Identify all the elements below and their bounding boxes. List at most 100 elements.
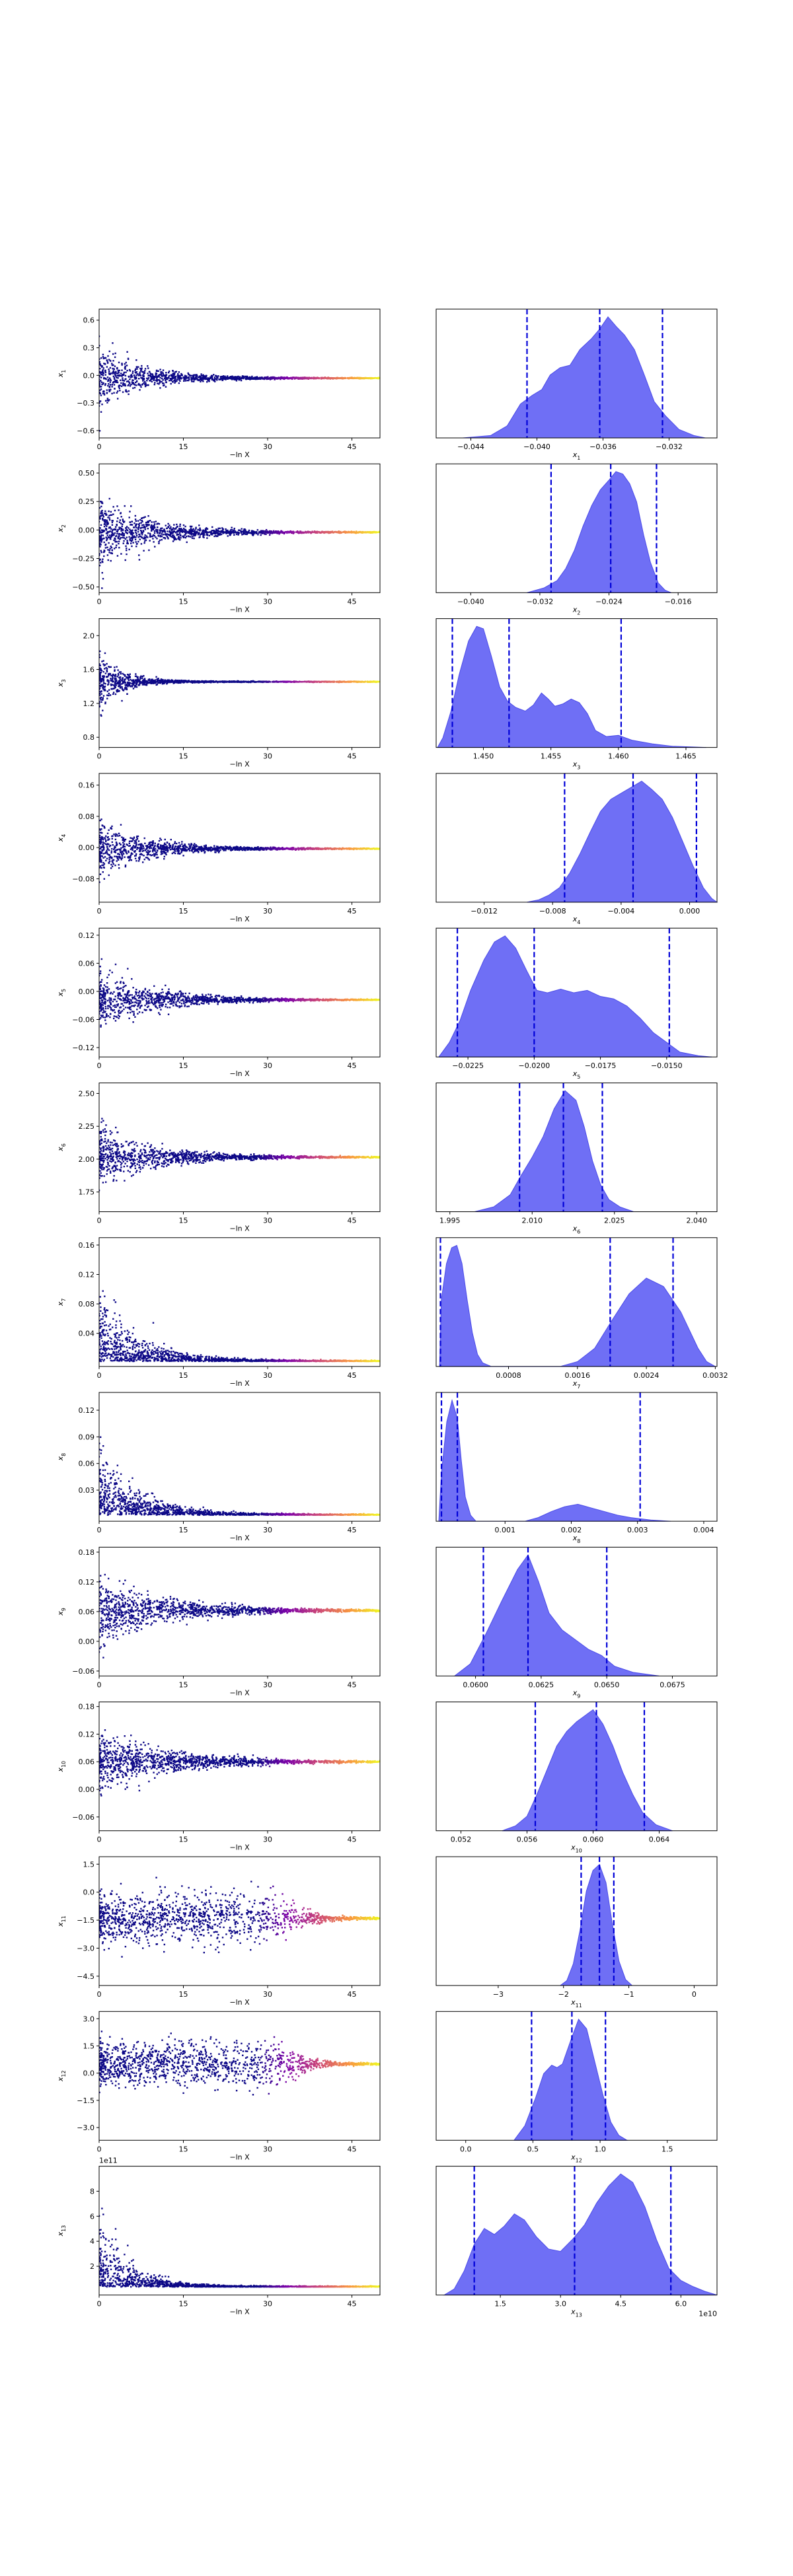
trace-point [235, 681, 238, 683]
trace-point [99, 682, 101, 684]
trace-point [111, 531, 113, 534]
trace-point [161, 851, 163, 853]
trace-point [110, 536, 112, 538]
trace-point [133, 679, 135, 681]
x-tick-label: 1.465 [675, 752, 697, 761]
trace-point [150, 854, 153, 857]
trace-point [287, 530, 289, 533]
trace-point [236, 378, 239, 380]
trace-point [170, 382, 172, 385]
trace-point [161, 845, 164, 847]
trace-point [99, 361, 101, 363]
trace-point [373, 680, 375, 683]
trace-point [146, 851, 149, 854]
trace-point [99, 857, 101, 859]
trace-point [192, 851, 194, 853]
trace-point [154, 382, 156, 384]
trace-point [115, 841, 118, 843]
trace-point [116, 523, 118, 526]
trace-point [224, 681, 226, 683]
trace-point [120, 851, 122, 853]
trace-point [215, 378, 217, 380]
trace-point [271, 532, 274, 534]
trace-point [117, 372, 119, 375]
trace-point [324, 680, 326, 683]
trace-point [167, 526, 170, 528]
trace-point [99, 544, 100, 546]
trace-point [99, 383, 100, 386]
trace-point [123, 371, 125, 374]
trace-point [292, 532, 295, 534]
trace-point [121, 375, 124, 376]
trace-point [174, 382, 176, 384]
trace-point [101, 864, 103, 867]
trace-point [347, 376, 349, 379]
trace-point [172, 843, 174, 846]
trace-point [139, 676, 141, 679]
x-tick-label: 30 [263, 597, 272, 606]
trace-point [171, 534, 174, 536]
trace-point [102, 367, 104, 369]
trace-point [113, 376, 116, 379]
trace-point [182, 529, 184, 531]
trace-point [106, 853, 108, 855]
trace-point [161, 377, 163, 380]
trace-point [142, 538, 145, 540]
trace-point [100, 386, 102, 388]
trace-point [102, 371, 104, 373]
trace-point [229, 533, 231, 535]
trace-point [141, 534, 143, 536]
trace-point [142, 380, 144, 382]
trace-point [299, 531, 301, 533]
trace-point [155, 520, 157, 522]
trace-point [122, 374, 125, 376]
trace-point [163, 378, 166, 380]
trace-point [104, 701, 106, 703]
trace-point [344, 532, 347, 534]
trace-point [99, 664, 101, 667]
trace-point [141, 520, 143, 522]
trace-point [367, 531, 369, 534]
trace-point [139, 375, 142, 376]
trace-point [138, 378, 140, 380]
trace-point [128, 517, 130, 519]
trace-point [180, 534, 182, 537]
trace-point [276, 681, 278, 683]
trace-point [154, 844, 156, 847]
trace-point [348, 378, 350, 380]
trace-point [329, 531, 331, 533]
trace-point [138, 554, 140, 556]
trace-point [103, 690, 106, 692]
trace-point [147, 520, 150, 522]
trace-point [134, 682, 136, 684]
trace-point [353, 680, 355, 682]
trace-point [248, 532, 250, 534]
trace-point [205, 530, 208, 532]
trace-point [231, 526, 233, 528]
trace-point [278, 680, 280, 683]
trace-point [213, 848, 215, 850]
trace-point [173, 530, 175, 532]
trace-point [117, 370, 120, 373]
trace-point [165, 534, 167, 536]
trace-point [100, 818, 102, 820]
trace-point [193, 380, 195, 382]
trace-point [176, 378, 178, 380]
trace-point [162, 379, 164, 381]
trace-point [155, 376, 157, 378]
trace-point [232, 376, 235, 379]
trace-point [168, 679, 170, 681]
trace-point [126, 549, 128, 552]
trace-point [114, 537, 116, 540]
trace-point [140, 532, 143, 534]
trace-point [171, 532, 173, 534]
trace-point [109, 530, 111, 532]
trace-point [143, 550, 145, 552]
posterior-density [462, 316, 706, 439]
trace-point [143, 678, 146, 680]
trace-point [237, 375, 239, 378]
trace-point [112, 692, 115, 694]
trace-point [202, 534, 204, 536]
trace-point [147, 515, 149, 517]
trace-point [112, 680, 114, 683]
